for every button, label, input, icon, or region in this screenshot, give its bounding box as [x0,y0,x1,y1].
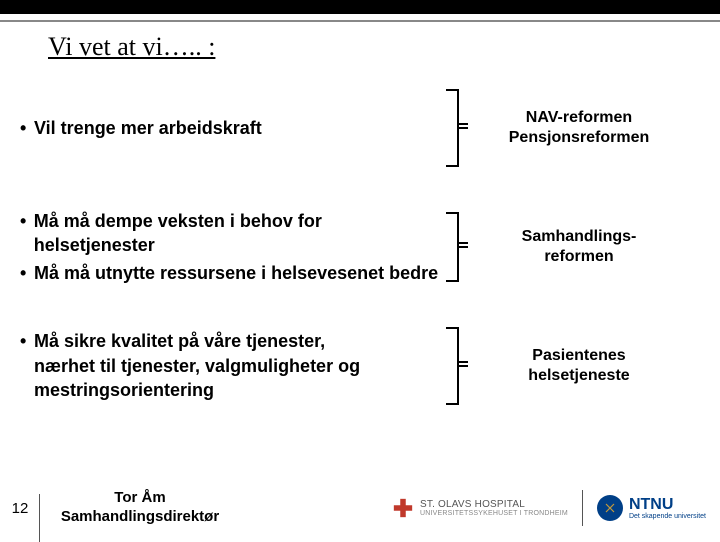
footer: 12 Tor Åm Samhandlingsdirektør ST. OLAVS… [0,476,720,540]
bullet-text: Må må dempe veksten i behov for helsetje… [34,209,440,258]
bracket-2 [440,211,474,283]
row-1: • Vil trenge mer arbeidskraft NAV-reform… [20,88,700,168]
label-2: Samhandlings- reformen [474,227,674,267]
bracket-1 [440,88,474,168]
olav-line1: ST. OLAVS HOSPITAL [420,499,568,510]
author-line: Samhandlingsdirektør [40,508,240,527]
bullet-item: • Må må utnytte ressursene i helsevesene… [20,261,440,285]
bullet-item: • Må må dempe veksten i behov for helset… [20,209,440,258]
bracket-icon [444,88,470,168]
row-3: • Må sikre kvalitet på våre tjenester, n… [20,326,700,406]
page-number: 12 [0,500,40,517]
ntnu-text-block: NTNU Det skapende universitet [629,497,706,520]
bullets-3: • Må sikre kvalitet på våre tjenester, n… [20,326,440,405]
olav-line2: UNIVERSITETSSYKEHUSET I TRONDHEIM [420,510,568,518]
ntnu-roundel-icon [597,495,623,521]
label-line: Pasientenes [484,346,674,366]
bullets-2: • Må må dempe veksten i behov for helset… [20,206,440,288]
ntnu-sub: Det skapende universitet [629,513,706,520]
label-3: Pasientenes helsetjeneste [474,346,674,386]
bullet-item: • Vil trenge mer arbeidskraft [20,116,440,140]
ntnu-logo: NTNU Det skapende universitet [597,495,706,521]
top-black-bar [0,0,720,14]
st-olavs-logo: ST. OLAVS HOSPITAL UNIVERSITETSSYKEHUSET… [392,497,568,519]
label-line: Samhandlings- [484,227,674,247]
bullet-dot: • [20,116,34,140]
label-line: NAV-reformen [484,108,674,128]
slide-title: Vi vet at vi….. : [48,32,215,62]
label-1: NAV-reformen Pensjonsreformen [474,108,674,148]
bullet-text: Må må utnytte ressursene i helsevesenet … [34,261,438,285]
st-olavs-text: ST. OLAVS HOSPITAL UNIVERSITETSSYKEHUSET… [420,499,568,518]
label-line: helsetjeneste [484,366,674,386]
bracket-icon [444,211,470,283]
bullet-dot: • [20,329,34,402]
page-separator [39,494,40,542]
bullet-item: • Må sikre kvalitet på våre tjenester, n… [20,329,440,402]
label-line: Pensjonsreformen [484,128,674,148]
top-grey-line [0,20,720,22]
ntnu-name: NTNU [629,497,706,513]
label-line: reformen [484,247,674,267]
bullet-text: Må sikre kvalitet på våre tjenester, nær… [34,329,374,402]
logos: ST. OLAVS HOSPITAL UNIVERSITETSSYKEHUSET… [240,490,720,526]
bullet-dot: • [20,261,34,285]
bullet-text: Vil trenge mer arbeidskraft [34,116,262,140]
bracket-icon [444,326,470,406]
cross-icon [392,497,414,519]
logo-separator [582,490,583,526]
row-2: • Må må dempe veksten i behov for helset… [20,206,700,288]
bullet-dot: • [20,209,34,258]
content-area: • Vil trenge mer arbeidskraft NAV-reform… [20,88,700,444]
bracket-3 [440,326,474,406]
author-block: Tor Åm Samhandlingsdirektør [40,489,240,527]
slide: Vi vet at vi….. : • Vil trenge mer arbei… [0,0,720,540]
page-number-text: 12 [12,500,29,517]
bullets-1: • Vil trenge mer arbeidskraft [20,113,440,143]
author-line: Tor Åm [40,489,240,508]
